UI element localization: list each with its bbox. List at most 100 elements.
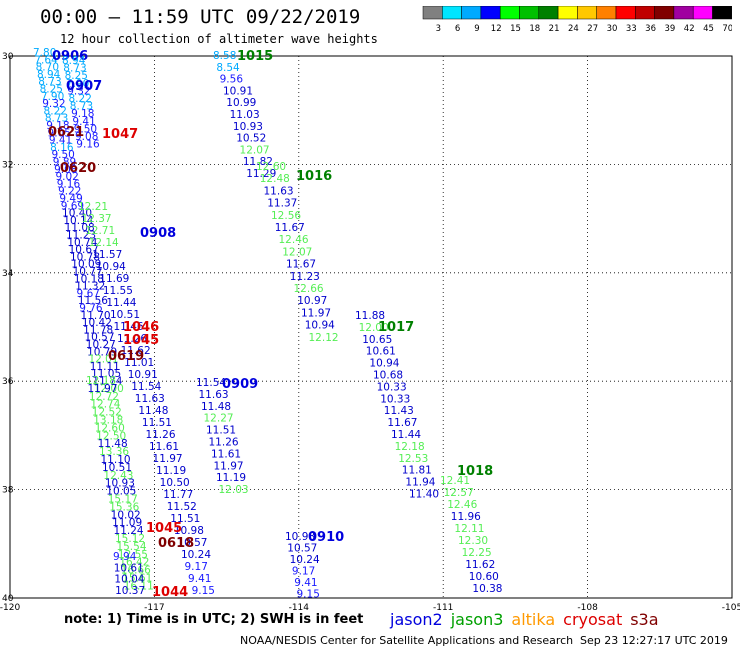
swh-value: 9.69 — [61, 200, 84, 212]
swh-value: 11.61 — [149, 441, 179, 453]
swh-value: 16.66 — [121, 565, 151, 577]
swh-value: 8.73 — [38, 76, 61, 88]
swh-value: 11.67 — [275, 222, 305, 234]
swh-value: 11.10 — [101, 454, 131, 466]
swh-value: 11.63 — [199, 389, 229, 401]
lat-tick-label: 40 — [2, 594, 14, 604]
swh-value: 11.81 — [402, 465, 432, 477]
swh-value: 11.29 — [246, 168, 276, 180]
swh-value: 12.66 — [294, 283, 324, 295]
swh-value: 11.23 — [66, 230, 96, 242]
swh-value: 12.41 — [440, 475, 470, 487]
swh-value: 11.54 — [196, 377, 226, 389]
swh-value: 11.82 — [243, 156, 273, 168]
swh-value: 10.02 — [111, 509, 141, 521]
swh-value: 11.70 — [81, 310, 111, 322]
swh-value: 11.40 — [409, 489, 439, 501]
graticule — [10, 56, 732, 598]
swh-value: 10.24 — [181, 549, 211, 561]
swh-value: 11.54 — [131, 381, 161, 393]
swh-value: 10.18 — [74, 273, 104, 285]
colorbar-label: 39 — [664, 24, 675, 34]
swh-value: 11.88 — [355, 310, 385, 322]
swh-value: 12.00 — [94, 383, 124, 395]
lat-tick-label: 34 — [2, 269, 14, 279]
pass-time-label: 1047 — [102, 127, 138, 142]
swh-value: 11.56 — [78, 295, 108, 307]
swh-value: 10.50 — [160, 477, 190, 489]
track-jason3: 12.6012.4811.6311.3712.5611.6712.4612.07… — [256, 161, 339, 344]
swh-value: 11.63 — [264, 185, 294, 197]
swh-value: 12.46 — [279, 234, 309, 246]
swh-value: 9.56 — [220, 74, 244, 86]
swh-value: 8.94 — [37, 69, 61, 81]
swh-value: 12.52 — [92, 407, 122, 419]
swh-value: 10.27 — [86, 339, 116, 351]
swh-value: 10.98 — [174, 525, 204, 537]
swh-value: 9.15 — [297, 589, 320, 601]
track-jason2: 12.2112.3712.7112.1411.5710.9411.6911.55… — [78, 201, 215, 597]
swh-value: 9.41 — [72, 116, 95, 128]
swh-value: 10.40 — [62, 208, 92, 220]
swh-value: 10.05 — [106, 486, 136, 498]
swh-value: 11.11 — [90, 361, 120, 373]
swh-value: 9.41 — [294, 577, 317, 589]
swh-value: 11.24 — [114, 525, 144, 537]
lon-tick-label: -120 — [0, 603, 20, 613]
swh-value: 11.97 — [87, 383, 117, 395]
swh-value: 9.08 — [75, 131, 98, 143]
swh-value: 9.76 — [79, 303, 103, 315]
swh-value: 9.05 — [48, 127, 71, 139]
swh-value: 15.61 — [122, 573, 152, 585]
swh-value: 11.23 — [290, 271, 320, 283]
lon-tick-label: -111 — [433, 603, 453, 613]
swh-value: 12.03 — [219, 484, 249, 496]
swh-value: 11.57 — [92, 249, 122, 261]
swh-value: 9.18 — [46, 120, 69, 132]
swh-value: 11.44 — [106, 297, 136, 309]
track-jason3: 12.1811.9712.7212.7412.5213.1812.6012.50… — [86, 375, 154, 592]
colorbar-label: 12 — [491, 24, 502, 34]
swh-value: 11.43 — [384, 405, 414, 417]
swh-value: 11.52 — [167, 501, 197, 513]
swh-value: 11.63 — [135, 393, 165, 405]
pass-time-label: 0910 — [308, 530, 344, 545]
track-s3a: 0619 — [108, 349, 144, 364]
swh-value: 9.32 — [67, 85, 90, 97]
swh-value: 11.48 — [201, 401, 231, 413]
track-s3a: 0621 — [48, 125, 84, 140]
map-frame — [9, 55, 733, 599]
swh-value: 12.27 — [204, 413, 234, 425]
swh-value: 11.97 — [153, 453, 183, 465]
swh-value: 11.32 — [75, 281, 105, 293]
swh-value: 10.67 — [69, 244, 99, 256]
swh-value: 9.15 — [192, 585, 215, 597]
swh-value: 11.62 — [121, 345, 151, 357]
swh-value: 11.74 — [92, 376, 122, 388]
legend-cryosat: cryosat — [563, 610, 623, 629]
swh-value: 12.21 — [78, 201, 108, 213]
colorbar-label: 27 — [587, 24, 598, 34]
colorbar-label: 15 — [510, 24, 521, 34]
swh-value: 11.69 — [99, 273, 129, 285]
swh-value: 12.60 — [95, 422, 125, 434]
swh-value: 10.57 — [177, 537, 207, 549]
swh-value: 10.74 — [67, 237, 97, 249]
swh-value: 13.36 — [99, 446, 129, 458]
map-subtitle: 12 hour collection of altimeter wave hei… — [60, 32, 378, 46]
swh-value: 9.02 — [55, 171, 78, 183]
swh-value: 12.57 — [444, 487, 474, 499]
pass-time-label: 1045 — [123, 333, 159, 348]
swh-value: 10.77 — [73, 266, 103, 278]
map-title: 00:00 – 11:59 UTC 09/22/2019 — [40, 6, 361, 28]
satellite-legend: jason2 jason3 altika cryosat s3a — [390, 610, 667, 629]
swh-value: 11.01 — [124, 357, 154, 369]
colorbar-label: 42 — [684, 24, 695, 34]
swh-value: 12.72 — [89, 391, 119, 403]
swh-value: 8.16 — [50, 142, 74, 154]
swh-value: 11.97 — [214, 460, 244, 472]
swh-value: 12.71 — [85, 225, 115, 237]
legend-altika: altika — [511, 610, 556, 629]
swh-value: 10.61 — [366, 346, 396, 358]
